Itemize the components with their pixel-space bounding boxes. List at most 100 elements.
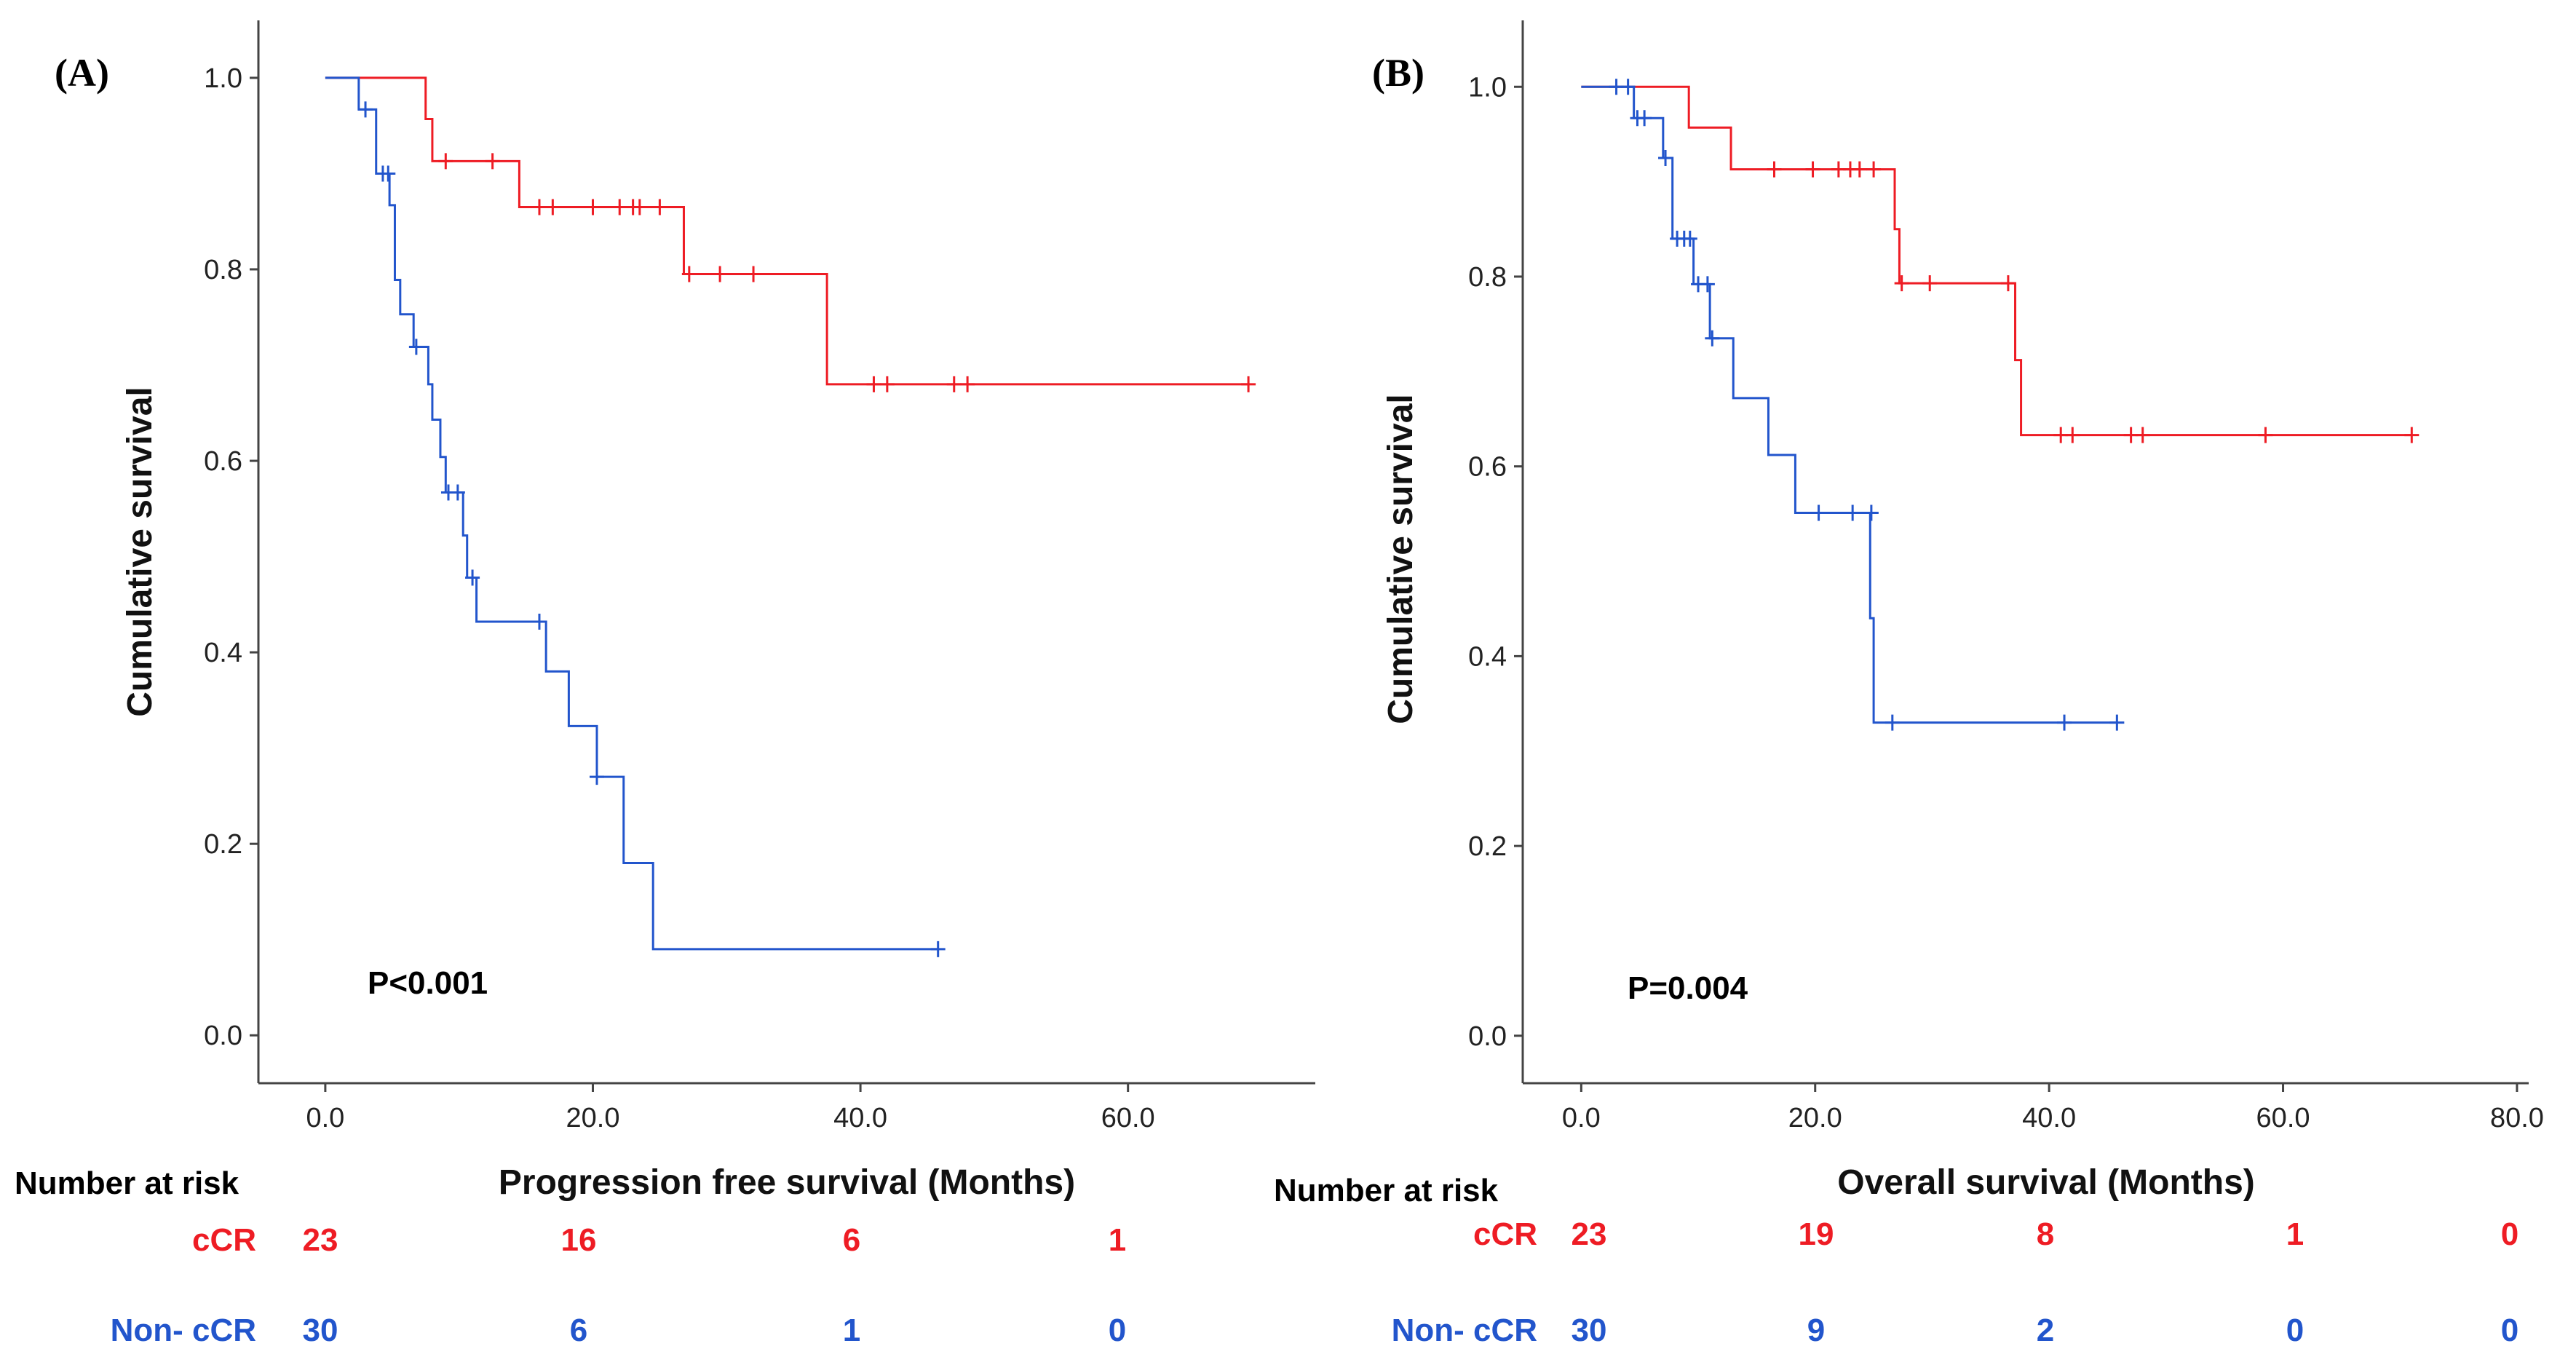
risk-row-label: cCR — [192, 1222, 256, 1258]
censor-mark — [1767, 161, 1782, 178]
censor-mark — [1620, 79, 1636, 95]
y-tick-label: 0.0 — [204, 1021, 242, 1051]
panel-a: 0.0 0.2 0.4 0.6 0.8 1.0 0.0 20.0 40.0 60.0 Cumulat… — [15, 20, 1315, 1348]
risk-count: 30 — [1572, 1312, 1607, 1348]
censor-mark — [879, 376, 895, 392]
risk-count: 16 — [561, 1222, 597, 1258]
risk-row-label: Non- cCR — [1392, 1312, 1537, 1348]
x-tick-label: 80.0 — [2490, 1103, 2544, 1133]
y-tick-label: 0.6 — [204, 446, 242, 477]
censor-mark — [612, 199, 627, 215]
censor-mark — [408, 338, 424, 355]
survival-curve-ccr — [325, 76, 1249, 386]
y-tick-label: 0.8 — [204, 255, 242, 285]
risk-table-title: Number at risk — [15, 1165, 239, 1201]
y-tick-label: 0.8 — [1468, 262, 1507, 293]
censor-mark — [2057, 714, 2072, 731]
censor-mark — [2258, 427, 2273, 443]
censor-mark — [1866, 161, 1882, 178]
censor-mark — [1922, 275, 1938, 292]
censor-mark — [1705, 330, 1720, 347]
risk-count: 6 — [570, 1312, 587, 1348]
censor-mark — [960, 376, 975, 392]
censor-mark — [358, 101, 373, 118]
y-axis-label: Cumulative survival — [121, 387, 159, 717]
censor-mark — [1682, 230, 1697, 247]
x-tick-label: 60.0 — [1101, 1103, 1155, 1133]
censor-mark — [681, 266, 697, 282]
censor-mark — [2135, 427, 2150, 443]
x-tick-label: 20.0 — [1788, 1103, 1842, 1133]
risk-count: 1 — [1109, 1222, 1126, 1258]
censor-mark — [930, 941, 946, 957]
panel-label: (B) — [1372, 51, 1424, 95]
y-axis-label: Cumulative survival — [1382, 394, 1420, 724]
risk-count: 2 — [2037, 1312, 2054, 1348]
censor-mark — [1805, 161, 1820, 178]
censor-mark — [545, 199, 560, 215]
censor-mark — [2404, 427, 2420, 443]
risk-count: 6 — [843, 1222, 860, 1258]
y-tick-label: 0.0 — [1468, 1021, 1507, 1052]
risk-count: 9 — [1807, 1312, 1825, 1348]
risk-count: 0 — [1109, 1312, 1126, 1348]
risk-count: 1 — [843, 1312, 860, 1348]
censor-mark — [1700, 276, 1715, 293]
survival-curve-non-ccr — [1581, 85, 2117, 724]
y-tick-label: 0.2 — [204, 829, 242, 860]
x-axis-label: Overall survival (Months) — [1837, 1163, 2255, 1202]
y-tick-label: 0.4 — [204, 638, 242, 668]
risk-table-title: Number at risk — [1274, 1173, 1499, 1208]
panel-label: (A) — [55, 51, 109, 95]
censor-mark — [531, 614, 547, 630]
x-tick-label: 0.0 — [306, 1103, 344, 1133]
censor-mark — [1811, 504, 1826, 521]
p-value: P=0.004 — [1628, 970, 1748, 1006]
y-tick-label: 0.2 — [1468, 831, 1507, 862]
risk-count: 30 — [303, 1312, 338, 1348]
censor-mark — [1885, 714, 1900, 731]
risk-count: 0 — [2501, 1312, 2518, 1348]
risk-count: 23 — [303, 1222, 338, 1258]
censor-mark — [585, 199, 601, 215]
censor-mark — [946, 376, 962, 392]
censor-mark — [381, 165, 396, 182]
censor-mark — [1637, 110, 1652, 127]
x-tick-label: 20.0 — [566, 1103, 620, 1133]
censor-mark — [746, 266, 761, 282]
survival-curve-ccr — [1581, 85, 2412, 437]
censor-mark — [485, 153, 500, 170]
censor-mark — [2065, 427, 2080, 443]
panel-b: 0.0 0.2 0.4 0.6 0.8 1.0 0.0 20.0 40.0 60.0 80.0 Cum… — [1274, 20, 2544, 1348]
censor-mark — [1863, 504, 1879, 521]
censor-mark — [450, 484, 465, 501]
censor-mark — [1845, 504, 1860, 521]
risk-count: 0 — [2501, 1216, 2518, 1252]
censor-mark — [1241, 376, 1256, 392]
risk-count: 19 — [1799, 1216, 1834, 1252]
risk-count: 8 — [2037, 1216, 2054, 1252]
risk-count: 23 — [1572, 1216, 1607, 1252]
censor-mark — [1852, 161, 1867, 178]
censor-mark — [1894, 275, 1909, 292]
x-tick-label: 40.0 — [833, 1103, 887, 1133]
x-tick-label: 40.0 — [2022, 1103, 2076, 1133]
y-tick-label: 1.0 — [1468, 72, 1507, 103]
survival-curve-non-ccr — [325, 76, 938, 951]
risk-count: 0 — [2286, 1312, 2304, 1348]
censor-mark — [632, 199, 647, 215]
risk-row-label: cCR — [1473, 1216, 1537, 1252]
censor-mark — [866, 376, 881, 392]
risk-row-label: Non- cCR — [111, 1312, 256, 1348]
x-tick-label: 0.0 — [1562, 1103, 1601, 1133]
censor-mark — [2000, 275, 2016, 292]
censor-mark — [2109, 714, 2125, 731]
y-tick-label: 0.4 — [1468, 641, 1507, 672]
censor-mark — [531, 199, 547, 215]
p-value: P<0.001 — [368, 965, 488, 1001]
y-tick-label: 1.0 — [204, 63, 242, 94]
risk-count: 1 — [2286, 1216, 2304, 1252]
y-tick-label: 0.6 — [1468, 452, 1507, 483]
censor-mark — [652, 199, 667, 215]
